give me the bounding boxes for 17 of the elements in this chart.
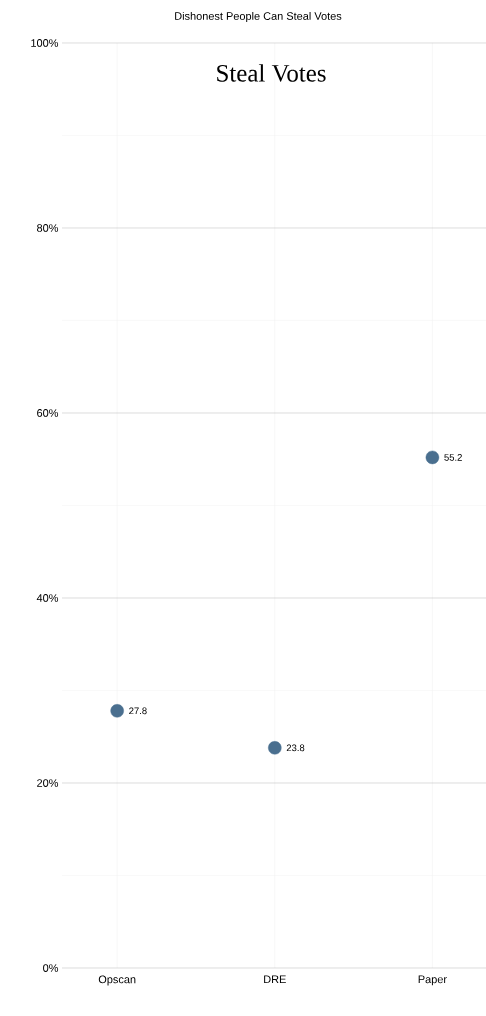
x-tick-label: DRE [264, 975, 286, 984]
y-tick-label: 20% [37, 779, 58, 787]
y-tick-label: 100% [31, 39, 58, 47]
data-label: 27.8 [129, 707, 147, 715]
x-tick-label: Opscan [98, 975, 136, 986]
y-tick-label: 40% [36, 594, 58, 602]
y-tick-label: 80% [36, 224, 58, 232]
point [268, 741, 282, 755]
chart-title: Dishonest People Can Steal Votes [175, 11, 342, 23]
y-tick-label: 0% [42, 964, 58, 972]
data-label: 55.2 [444, 454, 462, 461]
annotation: Steal Votes [217, 64, 326, 82]
point [110, 704, 124, 718]
point [425, 450, 440, 465]
data-label: 23.8 [286, 744, 305, 752]
x-tick-label: Paper [418, 975, 447, 986]
y-tick-label: 60% [37, 409, 58, 417]
